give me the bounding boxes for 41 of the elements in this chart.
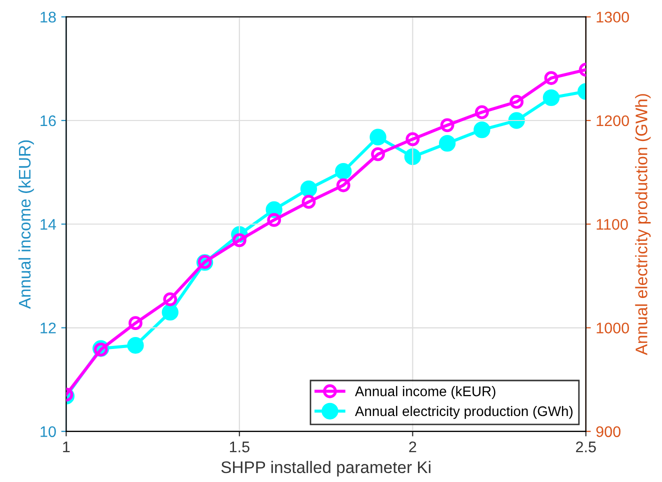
y2-axis-title: Annual electricity production (GWh) bbox=[635, 94, 651, 356]
x-tick-label: 1 bbox=[63, 442, 70, 452]
y2-tick-label: 1300 bbox=[596, 12, 629, 23]
point bbox=[300, 180, 318, 198]
y2-tick-label: 1200 bbox=[596, 115, 629, 126]
y-tick-label: 16 bbox=[40, 115, 56, 126]
point bbox=[474, 105, 489, 120]
point bbox=[542, 89, 560, 106]
legend-label: Annual income (kEUR) bbox=[354, 386, 496, 399]
point bbox=[162, 304, 178, 321]
point bbox=[232, 233, 246, 248]
x-tick-label: 1.5 bbox=[230, 442, 250, 452]
x-axis-title: SHPP installed parameter Ki bbox=[221, 460, 430, 476]
y-tick-label: 12 bbox=[40, 322, 56, 334]
point bbox=[510, 94, 524, 109]
y-tick-label: 18 bbox=[40, 12, 56, 23]
point bbox=[544, 71, 558, 85]
point bbox=[440, 118, 454, 132]
point bbox=[404, 148, 421, 166]
x-tick-label: 2.5 bbox=[576, 442, 596, 452]
point bbox=[474, 121, 490, 138]
y-tick-label: 10 bbox=[40, 426, 56, 438]
x-tick-label: 2 bbox=[409, 442, 416, 452]
point bbox=[335, 162, 352, 180]
point bbox=[370, 128, 386, 146]
point bbox=[406, 132, 420, 146]
point bbox=[438, 134, 456, 152]
point bbox=[336, 178, 350, 192]
point bbox=[128, 316, 142, 330]
y2-tick-label: 1100 bbox=[596, 219, 628, 230]
point bbox=[127, 337, 144, 354]
legend-label: Annual electricity production (GWh) bbox=[354, 406, 573, 419]
point bbox=[267, 213, 282, 227]
y2-tick-label: 900 bbox=[596, 426, 620, 438]
point bbox=[508, 112, 525, 129]
point bbox=[163, 292, 178, 306]
point bbox=[302, 194, 316, 209]
point bbox=[371, 147, 385, 162]
y-tick-label: 14 bbox=[40, 219, 56, 230]
y-axis-title: Annual income (kEUR) bbox=[18, 140, 34, 309]
y2-tick-label: 1000 bbox=[596, 322, 629, 334]
